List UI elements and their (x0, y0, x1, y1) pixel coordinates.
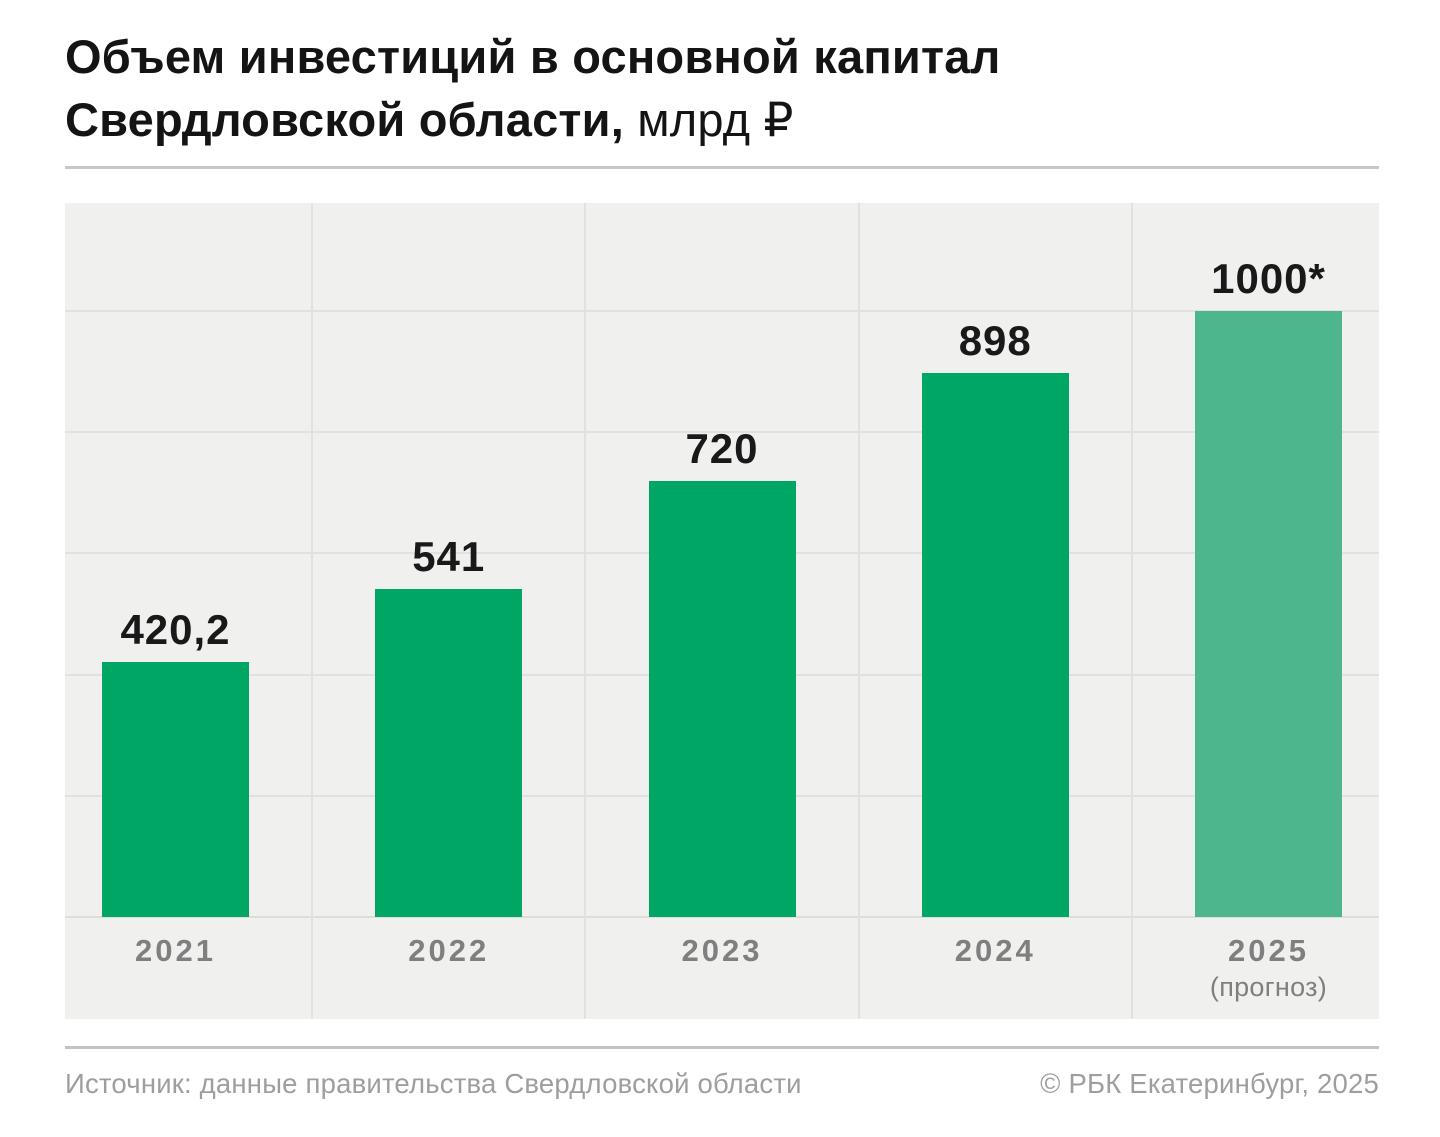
chart-title-line2-bold: Свердловской области, (65, 92, 624, 146)
x-label-2024: 2024 (858, 933, 1132, 969)
footer-divider (65, 1046, 1379, 1049)
x-label-2025: 2025 (прогноз) (1132, 933, 1406, 1003)
gridline-h-1000 (65, 310, 1379, 312)
chart-title-units: млрд ₽ (637, 92, 794, 146)
bar-2025 (1195, 311, 1342, 917)
bar-2023 (648, 480, 796, 917)
value-label-2023: 720 (685, 424, 759, 472)
gridline-v-3 (1130, 203, 1133, 1019)
source-note: Источник: данные правительства Свердловс… (65, 1068, 802, 1099)
x-tick-2024: 2024 (954, 933, 1036, 968)
gridline-v-2 (857, 203, 860, 1019)
gridline-v-0 (311, 203, 314, 1019)
bar-2022 (375, 589, 523, 917)
gridline-v-1 (584, 203, 587, 1019)
copyright: © РБК Екатеринбург, 2025 (1040, 1068, 1379, 1099)
value-label-2022: 541 (412, 533, 486, 581)
x-label-2022: 2022 (312, 933, 586, 969)
value-label-2025: 1000* (1211, 255, 1326, 302)
x-tick-2023: 2023 (681, 933, 763, 968)
bar-2021 (102, 662, 249, 917)
x-axis-baseline (65, 916, 1379, 918)
chart-title: Объем инвестиций в основной капитал Сверд… (65, 26, 1001, 151)
x-label-2021: 2021 (39, 933, 313, 969)
x-tick-2025: 2025 (1228, 933, 1309, 968)
title-divider (65, 166, 1379, 169)
bar-2024 (921, 372, 1069, 917)
x-tick-sublabel-2025: (прогноз) (1209, 972, 1328, 1002)
x-label-2023: 2023 (585, 933, 859, 969)
x-tick-2022: 2022 (408, 933, 490, 968)
x-tick-2021: 2021 (135, 933, 216, 968)
gridline-h-800 (65, 431, 1379, 434)
value-label-2021: 420,2 (120, 606, 231, 654)
chart-title-line1: Объем инвестиций в основной капитал (65, 30, 1001, 83)
plot-area: 420,2 2021 541 2022 720 2023 898 2024 1000* 2025 (… (65, 203, 1379, 1019)
footer: Источник: данные правительства Свердловс… (65, 1068, 1379, 1100)
value-label-2024: 898 (958, 316, 1032, 364)
